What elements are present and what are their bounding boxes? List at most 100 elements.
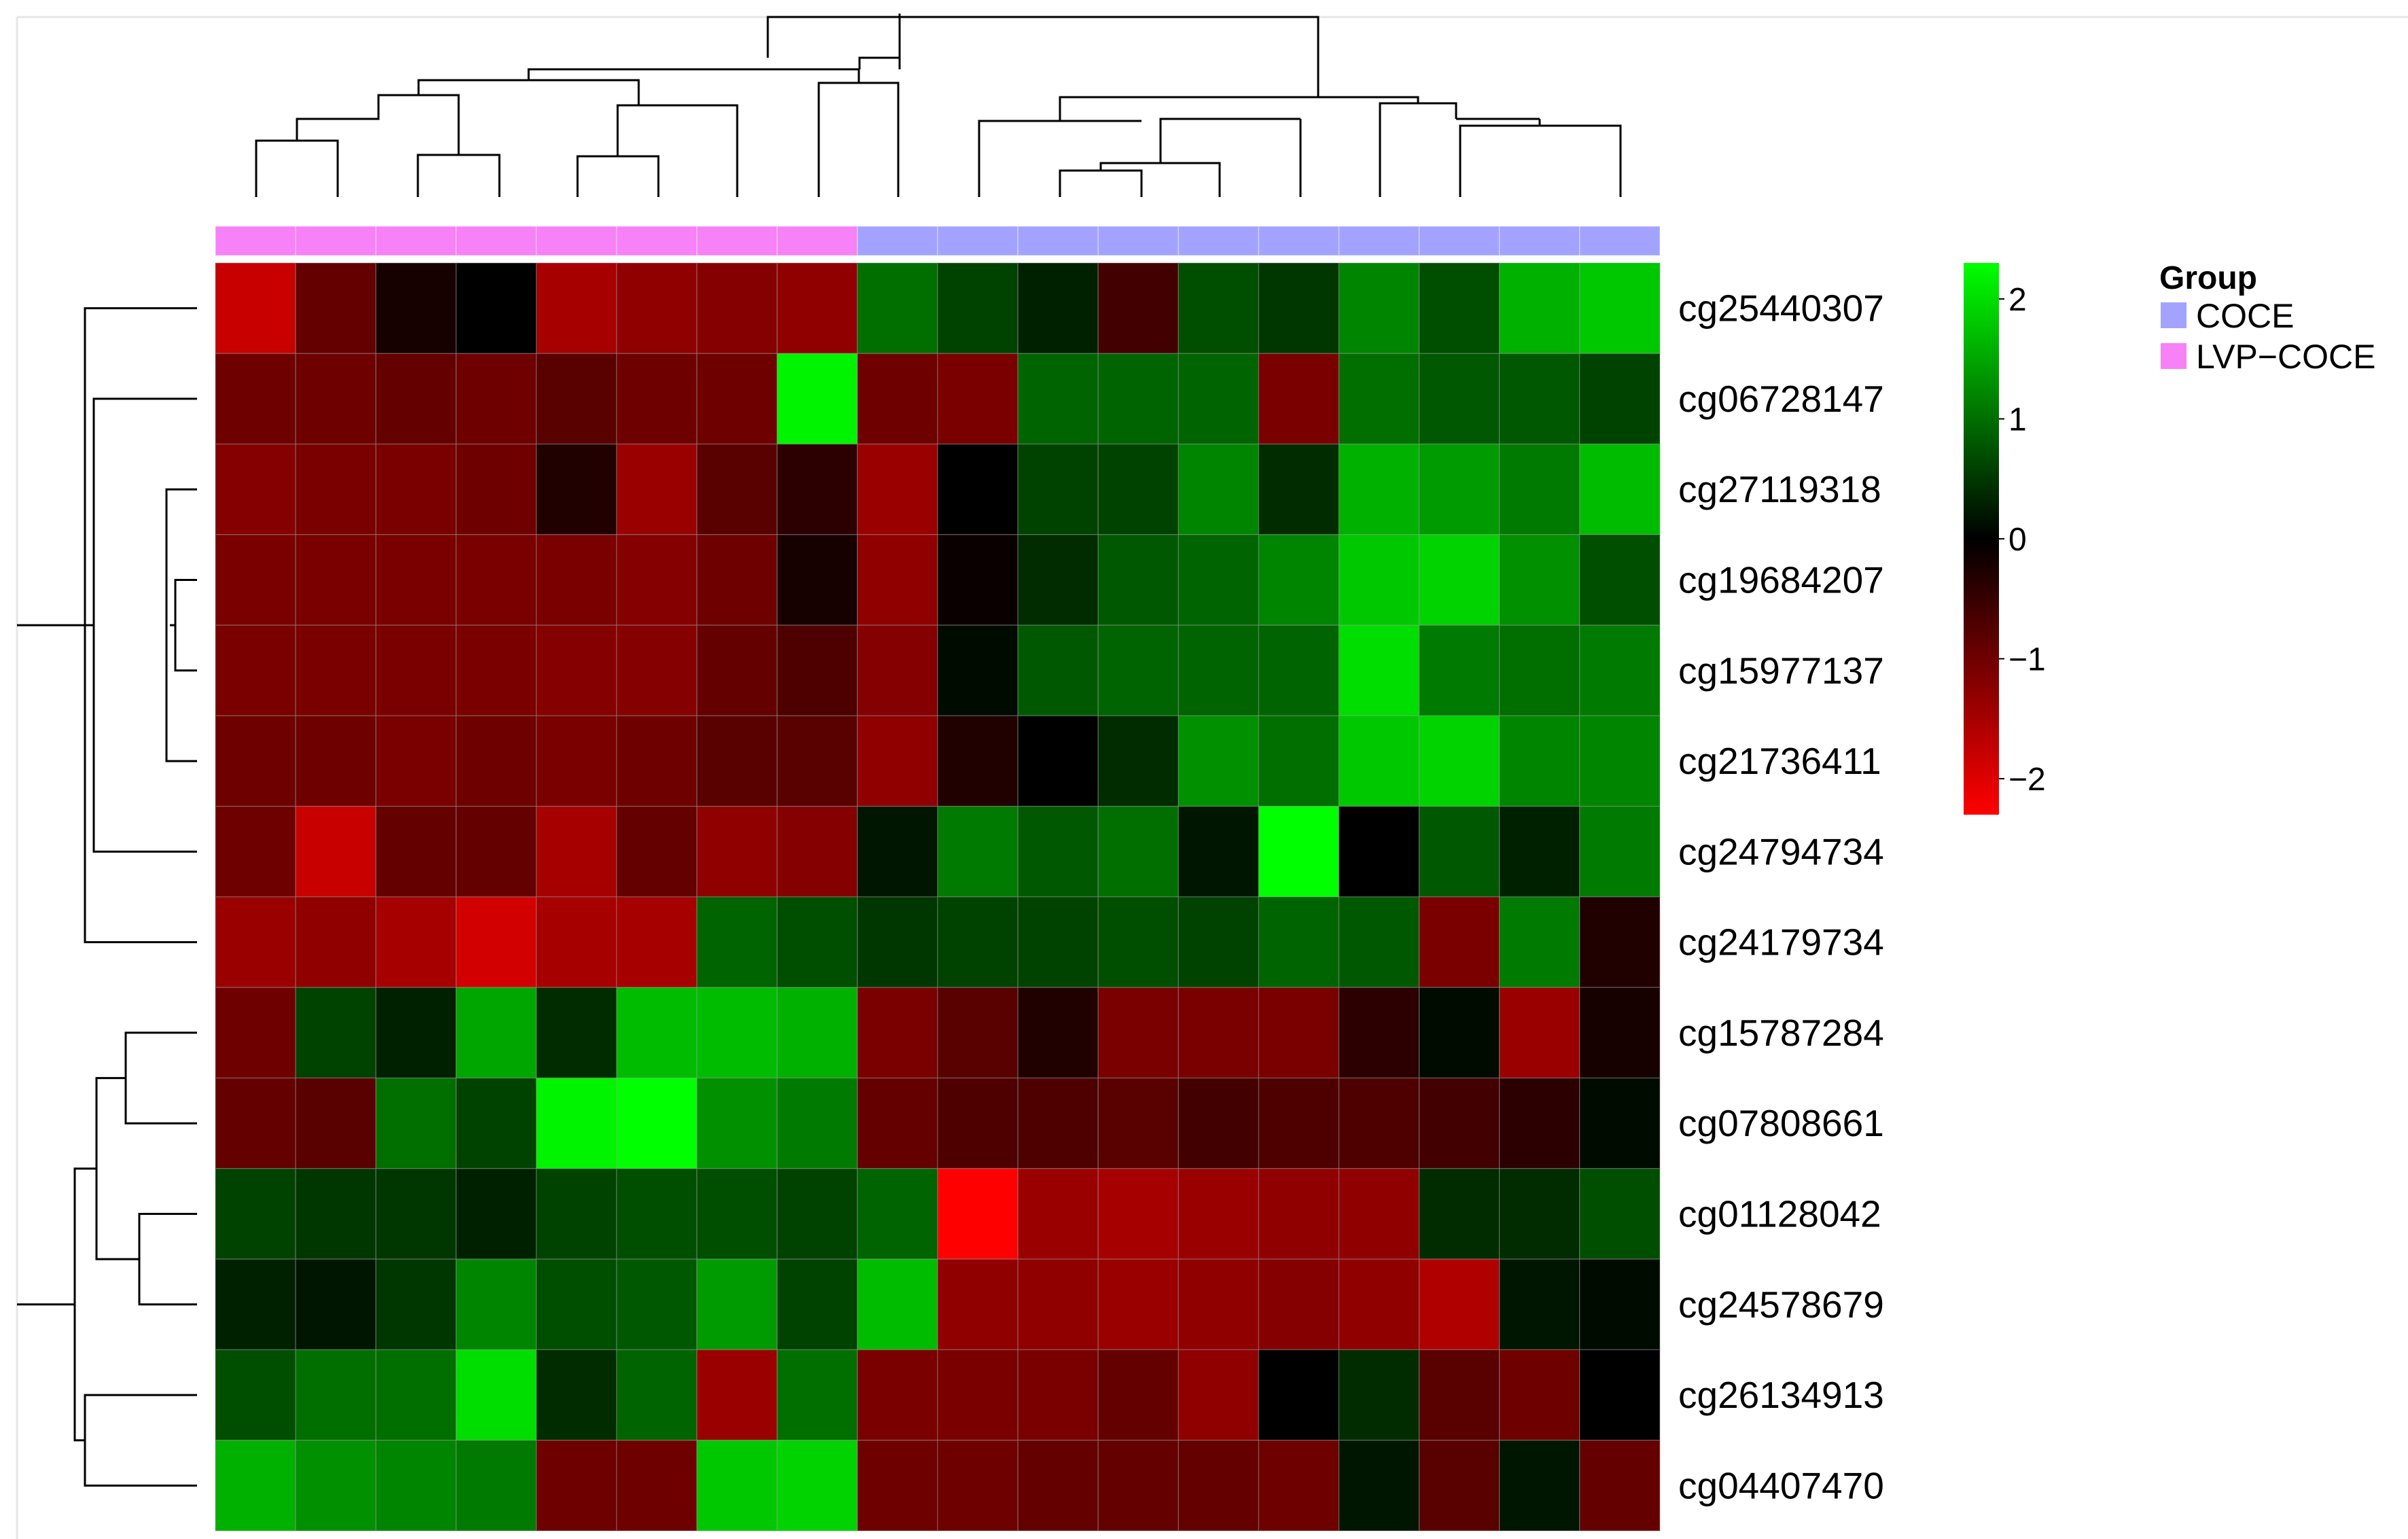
heatmap-cell <box>1258 896 1340 989</box>
heatmap-cell <box>1097 805 1180 898</box>
heatmap-cell <box>1338 1258 1420 1351</box>
row-dendrogram <box>17 307 197 1487</box>
heatmap-cell <box>937 262 1019 355</box>
dendrogram-link <box>858 56 901 69</box>
row-label: cg26134913 <box>1678 1374 1884 1416</box>
heatmap-cell <box>1499 353 1580 445</box>
legend-swatch-coce <box>2161 302 2186 328</box>
heatmap-cell <box>535 443 618 535</box>
heatmap-cell <box>455 805 537 898</box>
heatmap-cell <box>215 1168 296 1260</box>
heatmap-cell <box>937 805 1019 898</box>
heatmap-cell <box>1418 1168 1500 1260</box>
heatmap-cell <box>1017 353 1099 445</box>
heatmap-cell <box>1017 715 1099 807</box>
heatmap-cell <box>1097 534 1180 626</box>
heatmap-cell <box>375 353 457 445</box>
heatmap-cell <box>777 987 858 1079</box>
heatmap-cell <box>1017 805 1099 898</box>
group-annotation-cell <box>215 226 296 256</box>
heatmap-cell <box>1097 987 1180 1079</box>
legend-label-coce: COCE <box>2196 297 2294 335</box>
heatmap-cell <box>1338 262 1420 355</box>
heatmap-cell <box>1258 353 1340 445</box>
heatmap-cell <box>616 1349 698 1441</box>
heatmap-cell <box>777 1439 858 1532</box>
heatmap-cell <box>616 715 698 807</box>
row-label: cg07808661 <box>1678 1102 1884 1144</box>
heatmap-cell <box>1579 987 1661 1079</box>
heatmap-cell <box>857 1439 938 1532</box>
heatmap-cell <box>1418 1258 1500 1351</box>
heatmap-cell <box>1499 1077 1580 1169</box>
heatmap-cell <box>1017 1258 1099 1351</box>
heatmap-cell <box>696 443 778 535</box>
heatmap-cell <box>295 443 376 535</box>
heatmap-cell <box>1418 1439 1500 1532</box>
heatmap-cell <box>535 262 618 355</box>
heatmap-cell <box>937 896 1019 989</box>
heatmap-cell <box>295 1168 376 1260</box>
heatmap-cell <box>215 443 296 535</box>
heatmap-cell <box>1499 805 1580 898</box>
group-annotation-cell <box>1178 226 1260 256</box>
heatmap-cell <box>777 1168 858 1260</box>
heatmap-cell <box>1178 1258 1260 1351</box>
heatmap-cell <box>777 534 858 626</box>
row-labels: cg25440307 cg06728147 cg27119318 cg19684207… <box>1678 287 1884 1507</box>
heatmap-cell <box>375 1349 457 1441</box>
heatmap-cell <box>1418 262 1500 355</box>
heatmap-cell <box>295 987 376 1079</box>
color-scale-ticks: 2 1 0 −1 −2 <box>1999 282 2046 798</box>
heatmap-cell <box>1258 1439 1340 1532</box>
heatmap-cell <box>1499 896 1580 989</box>
heatmap-cell <box>616 896 698 989</box>
heatmap-cell <box>375 715 457 807</box>
heatmap-cell <box>1338 1168 1420 1260</box>
heatmap-cell <box>777 896 858 989</box>
color-scale-bar <box>1964 263 1999 815</box>
heatmap-cell <box>215 1258 296 1351</box>
heatmap-cell <box>535 896 618 989</box>
color-scale-tick-label: −2 <box>2008 762 2046 798</box>
heatmap-cell <box>777 805 858 898</box>
heatmap-cell <box>535 624 618 717</box>
heatmap-cell <box>777 1258 858 1351</box>
heatmap-cell <box>857 262 938 355</box>
legend-swatch-lvp-coce <box>2161 343 2186 369</box>
heatmap-cell <box>375 987 457 1079</box>
heatmap-cell <box>295 1077 376 1169</box>
heatmap-cell <box>696 987 778 1079</box>
heatmap-cell <box>1097 1439 1180 1532</box>
heatmap-cell <box>1338 805 1420 898</box>
group-annotation-cell <box>295 226 376 256</box>
heatmap-cell <box>1418 715 1500 807</box>
heatmap-cell <box>295 1258 376 1351</box>
heatmap-cell <box>1017 1168 1099 1260</box>
group-annotation-cell <box>857 226 938 256</box>
heatmap-cell <box>1017 262 1099 355</box>
group-annotation-cell <box>455 226 537 256</box>
heatmap-cell <box>1418 353 1500 445</box>
heatmap-cell <box>616 443 698 535</box>
heatmap-cell <box>777 1077 858 1169</box>
heatmap-cell <box>1258 1349 1340 1441</box>
group-annotation-cell <box>616 226 698 256</box>
group-annotation-bar <box>215 226 1661 256</box>
heatmap-cell <box>295 715 376 807</box>
heatmap-cell <box>1579 534 1661 626</box>
heatmap-cell <box>1097 1258 1180 1351</box>
heatmap-cell <box>535 987 618 1079</box>
heatmap-cell <box>616 534 698 626</box>
heatmap-cell <box>455 262 537 355</box>
heatmap-cell <box>937 624 1019 717</box>
heatmap-cell <box>455 1077 537 1169</box>
group-annotation-cell <box>777 226 858 256</box>
group-annotation-cell <box>1418 226 1500 256</box>
dendrogram-link <box>1159 118 1300 163</box>
heatmap-cell <box>1178 805 1260 898</box>
heatmap-cell <box>1178 1077 1260 1169</box>
heatmap-cell <box>1258 805 1340 898</box>
heatmap-cell <box>857 1077 938 1169</box>
heatmap-cell <box>535 353 618 445</box>
